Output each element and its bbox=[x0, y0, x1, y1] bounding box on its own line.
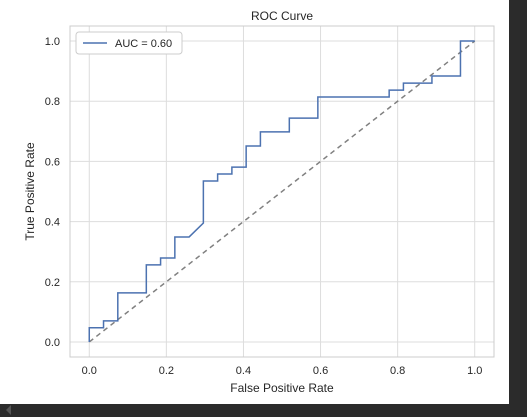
x-tick-label: 0.6 bbox=[313, 365, 328, 377]
y-tick-label: 1.0 bbox=[45, 36, 60, 48]
legend-box bbox=[75, 31, 183, 55]
tick-labels: 0.0 0.2 0.4 0.6 0.8 1.0 0.0 0.2 0.4 0.6 0.8 1.0 bbox=[45, 36, 483, 377]
y-tick-label: 0.4 bbox=[45, 217, 60, 229]
random-chance-diagonal bbox=[88, 40, 476, 343]
plot-frame bbox=[69, 25, 495, 358]
x-tick-label: 1.0 bbox=[467, 365, 482, 377]
legend: AUC = 0.60 bbox=[75, 31, 183, 55]
y-axis-label: True Positive Rate bbox=[23, 142, 37, 241]
y-tick-label: 0.2 bbox=[45, 277, 60, 289]
x-tick-label: 0.2 bbox=[159, 365, 174, 377]
y-tick-label: 0.0 bbox=[45, 337, 60, 349]
y-tick-label: 0.6 bbox=[45, 156, 60, 168]
roc-curve-line bbox=[88, 40, 475, 342]
chart-title: ROC Curve bbox=[251, 9, 313, 23]
legend-label-auc: AUC = 0.60 bbox=[115, 38, 172, 50]
x-tick-label: 0.0 bbox=[82, 365, 97, 377]
roc-figure: 0.0 0.2 0.4 0.6 0.8 1.0 0.0 0.2 0.4 0.6 0.8 1.0 ROC… bbox=[0, 0, 509, 404]
data-series bbox=[88, 40, 476, 343]
roc-chart: 0.0 0.2 0.4 0.6 0.8 1.0 0.0 0.2 0.4 0.6 0.8 1.0 ROC… bbox=[23, 9, 495, 395]
x-tick-label: 0.8 bbox=[390, 365, 405, 377]
y-tick-label: 0.8 bbox=[45, 96, 60, 108]
bottom-strip bbox=[0, 404, 527, 417]
corner-arrow-icon bbox=[6, 405, 11, 415]
x-tick-label: 0.4 bbox=[236, 365, 251, 377]
x-axis-label: False Positive Rate bbox=[230, 381, 334, 395]
